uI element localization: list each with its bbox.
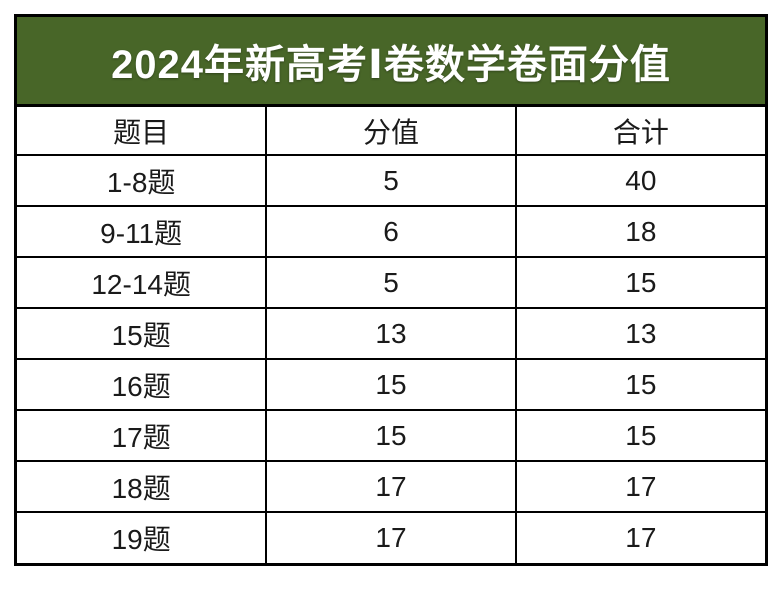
- table-cell: 19题: [17, 511, 268, 563]
- table-cell: 17: [514, 511, 765, 563]
- table-cell: 18题: [17, 460, 268, 513]
- table-cell: 13: [514, 307, 765, 360]
- table-row: 17题 15 15: [17, 409, 765, 462]
- table-cell: 6: [265, 205, 517, 258]
- table-row: 18题 17 17: [17, 460, 765, 513]
- table-cell: 15: [514, 409, 765, 462]
- header-row: 题目 分值 合计: [17, 107, 765, 156]
- score-sheet: 2024年新高考Ⅰ卷数学卷面分值 题目 分值 合计 1-8题 5 40 9-11题 6 1…: [14, 14, 768, 566]
- table-cell: 15: [514, 256, 765, 309]
- table-cell: 15: [265, 409, 517, 462]
- table-cell: 17题: [17, 409, 268, 462]
- column-header-question: 题目: [17, 107, 268, 156]
- table-cell: 17: [265, 511, 517, 563]
- table-row: 15题 13 13: [17, 307, 765, 360]
- score-table-head: 题目 分值 合计: [17, 107, 765, 156]
- table-row: 19题 17 17: [17, 511, 765, 563]
- table-cell: 9-11题: [17, 205, 268, 258]
- column-header-total: 合计: [514, 107, 765, 156]
- table-cell: 13: [265, 307, 517, 360]
- page-title: 2024年新高考Ⅰ卷数学卷面分值: [111, 42, 671, 87]
- table-row: 1-8题 5 40: [17, 154, 765, 207]
- table-cell: 16题: [17, 358, 268, 411]
- table-row: 16题 15 15: [17, 358, 765, 411]
- table-cell: 40: [514, 154, 765, 207]
- table-cell: 18: [514, 205, 765, 258]
- table-cell: 5: [265, 256, 517, 309]
- table-cell: 1-8题: [17, 154, 268, 207]
- title-banner: 2024年新高考Ⅰ卷数学卷面分值: [17, 17, 765, 107]
- score-table: 题目 分值 合计 1-8题 5 40 9-11题 6 18 12-14题 5 15 15题 13 13…: [17, 107, 765, 563]
- table-row: 9-11题 6 18: [17, 205, 765, 258]
- table-row: 12-14题 5 15: [17, 256, 765, 309]
- table-cell: 5: [265, 154, 517, 207]
- table-cell: 15: [265, 358, 517, 411]
- table-cell: 15: [514, 358, 765, 411]
- score-table-body: 1-8题 5 40 9-11题 6 18 12-14题 5 15 15题 13 13 16题 15 15 17…: [17, 154, 765, 563]
- table-cell: 15题: [17, 307, 268, 360]
- table-cell: 17: [265, 460, 517, 513]
- table-cell: 12-14题: [17, 256, 268, 309]
- column-header-score: 分值: [265, 107, 517, 156]
- table-cell: 17: [514, 460, 765, 513]
